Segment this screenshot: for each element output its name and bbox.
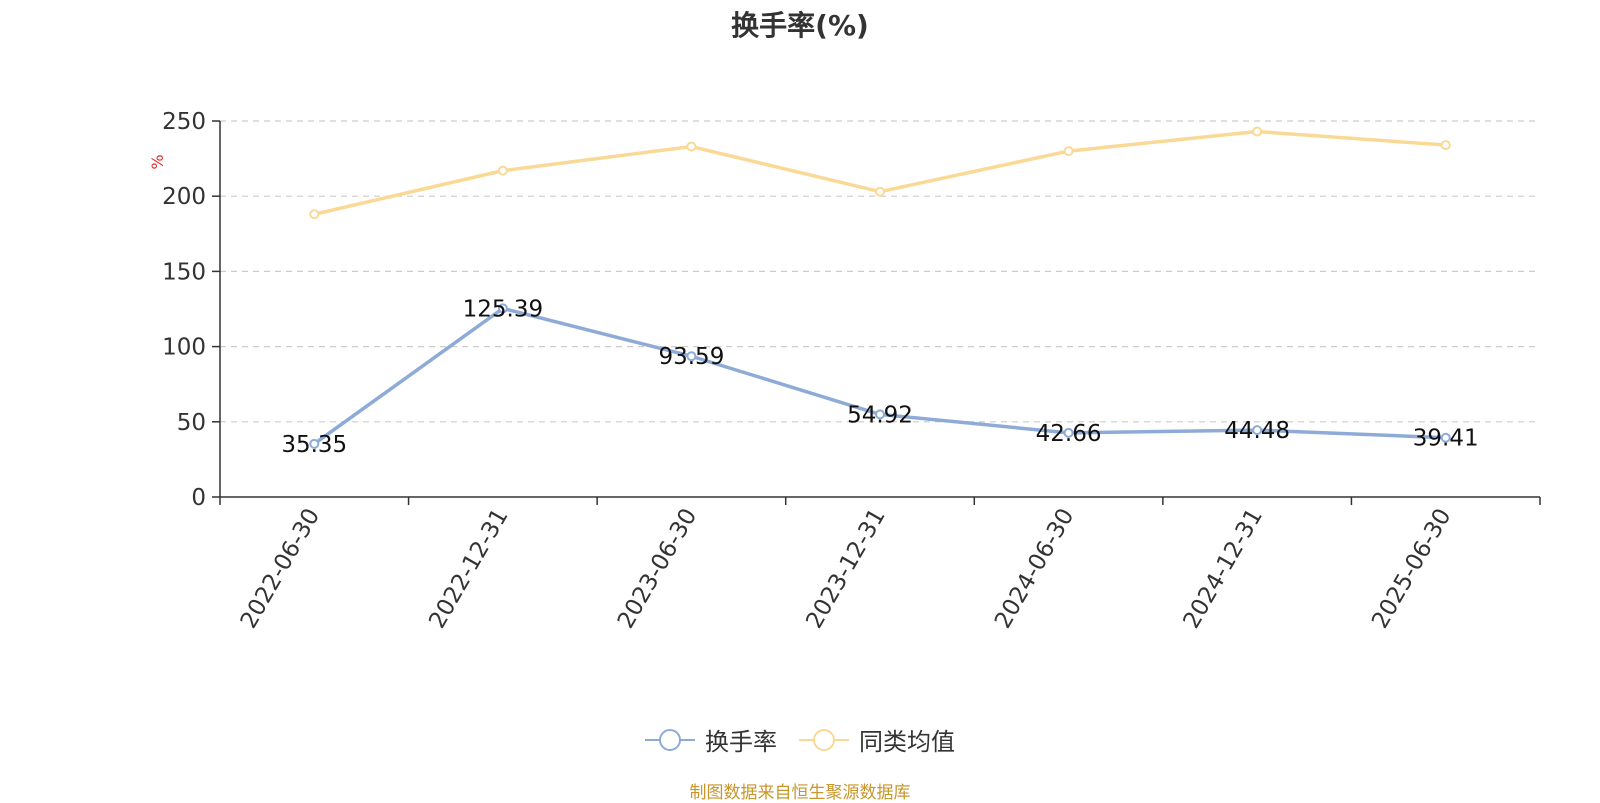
data-label: 35.35 <box>281 432 347 458</box>
y-tick-label: 0 <box>191 485 206 511</box>
legend-label-peer-avg: 同类均值 <box>859 728 955 756</box>
y-tick-label: 100 <box>162 335 206 361</box>
data-point-turnover <box>1063 427 1074 438</box>
data-point-peer-avg <box>1440 140 1451 151</box>
source-note: 制图数据来自恒生聚源数据库 <box>689 783 911 803</box>
data-point-peer-avg <box>1063 146 1074 157</box>
legend-swatch-peer-avg-icon <box>799 728 849 752</box>
data-point-peer-avg <box>875 186 885 197</box>
y-tick-label: 200 <box>162 184 206 210</box>
legend-item-peer-avg[interactable]: 同类均值 <box>799 722 955 757</box>
data-point-turnover <box>1440 432 1451 443</box>
data-label: 54.92 <box>847 402 913 428</box>
data-point-peer-avg <box>497 165 508 176</box>
data-point-peer-avg <box>309 209 320 220</box>
data-point-turnover <box>1252 425 1263 436</box>
data-point-peer-avg <box>1252 126 1263 137</box>
y-tick-label: 150 <box>162 259 206 285</box>
x-tick-label: 2022-12-31 <box>424 504 513 633</box>
legend-label-turnover: 换手率 <box>705 728 777 756</box>
legend-item-turnover[interactable]: 换手率 <box>645 722 777 757</box>
chart-title: 换手率(%) <box>731 9 869 42</box>
data-point-peer-avg <box>686 141 697 152</box>
x-tick-label: 2022-06-30 <box>236 504 325 633</box>
x-tick-label: 2023-06-30 <box>613 504 702 633</box>
legend: 换手率 同类均值 <box>0 722 1600 757</box>
data-label: 125.39 <box>463 296 543 322</box>
y-tick-label: 50 <box>177 410 206 436</box>
y-tick-label: 250 <box>162 109 206 135</box>
data-point-turnover <box>686 351 697 362</box>
data-point-turnover <box>497 303 508 314</box>
data-label: 42.66 <box>1036 421 1102 447</box>
y-axis-unit-label: % <box>148 154 167 169</box>
data-point-turnover <box>875 409 885 420</box>
data-label: 44.48 <box>1224 418 1290 444</box>
legend-swatch-turnover-icon <box>645 728 695 752</box>
data-label: 93.59 <box>658 344 724 370</box>
data-point-turnover <box>309 438 320 449</box>
series-line-peer-avg <box>313 129 1446 216</box>
x-tick-label: 2024-12-31 <box>1179 504 1268 633</box>
x-tick-label: 2023-12-31 <box>801 504 890 633</box>
x-tick-label: 2024-06-30 <box>990 504 1079 633</box>
data-label: 39.41 <box>1413 426 1479 452</box>
x-tick-label: 2025-06-30 <box>1367 504 1456 633</box>
